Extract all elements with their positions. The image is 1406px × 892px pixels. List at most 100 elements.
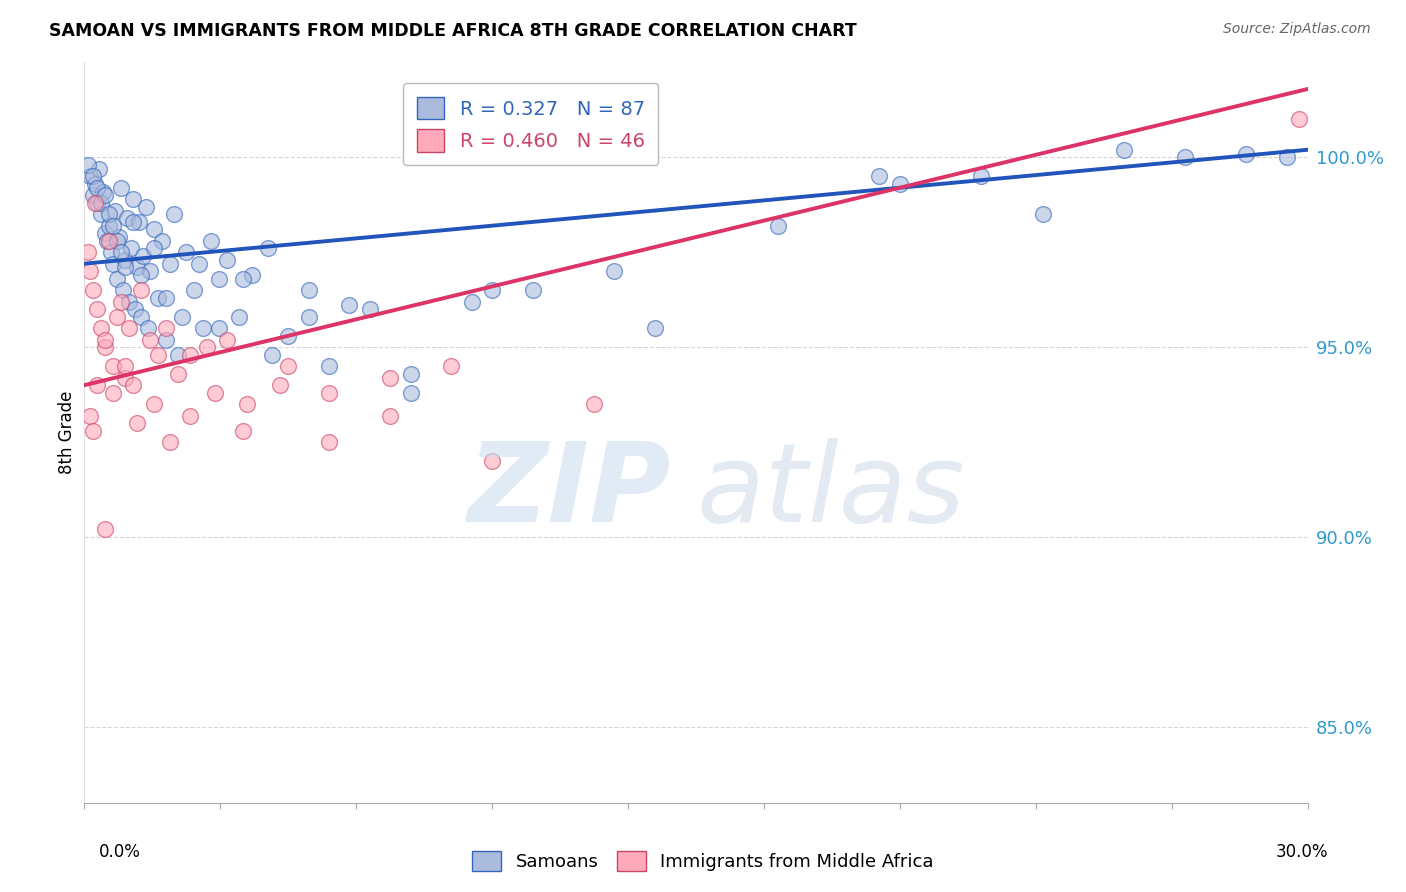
Point [114, 252, 136, 267]
Point [359, 302, 381, 317]
Point [131, 268, 153, 282]
Point [138, 333, 160, 347]
Point [101, 359, 124, 374]
Point [110, 294, 132, 309]
Point [131, 283, 153, 297]
Point [240, 268, 263, 282]
Point [118, 294, 141, 309]
Point [380, 370, 402, 384]
Point [1174, 150, 1197, 164]
Point [136, 321, 159, 335]
Point [93, 188, 115, 202]
Point [86, 195, 108, 210]
Point [399, 367, 422, 381]
Point [260, 348, 283, 362]
Point [195, 340, 218, 354]
Point [110, 245, 132, 260]
Point [232, 424, 254, 438]
Point [257, 242, 280, 256]
Point [132, 249, 155, 263]
Point [603, 264, 626, 278]
Point [318, 435, 340, 450]
Point [131, 310, 153, 324]
Point [142, 222, 165, 236]
Point [83, 177, 105, 191]
Point [298, 283, 321, 297]
Point [232, 272, 254, 286]
Point [127, 416, 149, 430]
Point [1277, 150, 1299, 164]
Legend: Samoans, Immigrants from Middle Africa: Samoans, Immigrants from Middle Africa [465, 844, 941, 879]
Point [118, 321, 141, 335]
Point [142, 242, 165, 256]
Point [82, 169, 104, 184]
Point [179, 409, 201, 423]
Point [112, 283, 135, 297]
Point [204, 385, 226, 400]
Point [90, 321, 112, 335]
Point [146, 291, 169, 305]
Point [97, 219, 120, 233]
Point [86, 302, 108, 317]
Point [124, 302, 146, 317]
Point [179, 348, 201, 362]
Text: 0.0%: 0.0% [98, 843, 141, 861]
Point [142, 397, 165, 411]
Point [399, 385, 422, 400]
Point [217, 252, 239, 267]
Point [228, 310, 250, 324]
Point [86, 180, 108, 194]
Point [522, 283, 544, 297]
Point [217, 333, 239, 347]
Point [644, 321, 666, 335]
Point [122, 215, 145, 229]
Point [114, 370, 136, 384]
Point [167, 367, 190, 381]
Point [110, 180, 132, 194]
Point [481, 454, 503, 468]
Point [208, 321, 231, 335]
Point [105, 272, 128, 286]
Point [150, 234, 173, 248]
Point [100, 245, 122, 260]
Point [1288, 112, 1310, 127]
Point [87, 161, 110, 176]
Point [83, 195, 105, 210]
Point [159, 257, 181, 271]
Point [318, 385, 340, 400]
Point [135, 200, 157, 214]
Point [155, 321, 177, 335]
Point [93, 340, 115, 354]
Point [93, 333, 115, 347]
Point [191, 321, 214, 335]
Point [120, 242, 142, 256]
Point [298, 310, 321, 324]
Point [269, 378, 291, 392]
Point [93, 523, 115, 537]
Point [155, 333, 177, 347]
Point [77, 245, 100, 260]
Y-axis label: 8th Grade: 8th Grade [58, 391, 76, 475]
Point [236, 397, 259, 411]
Point [1114, 143, 1136, 157]
Point [318, 359, 340, 374]
Point [86, 378, 108, 392]
Point [159, 435, 181, 450]
Point [114, 260, 136, 275]
Point [122, 192, 145, 206]
Point [167, 348, 190, 362]
Point [79, 169, 101, 184]
Point [90, 195, 112, 210]
Point [277, 328, 299, 343]
Point [339, 298, 361, 312]
Point [97, 207, 120, 221]
Point [101, 385, 124, 400]
Point [481, 283, 503, 297]
Point [96, 234, 118, 248]
Point [869, 169, 891, 184]
Text: SAMOAN VS IMMIGRANTS FROM MIDDLE AFRICA 8TH GRADE CORRELATION CHART: SAMOAN VS IMMIGRANTS FROM MIDDLE AFRICA … [49, 22, 858, 40]
Point [82, 424, 104, 438]
Text: ZIP: ZIP [468, 438, 672, 545]
Point [79, 264, 101, 278]
Point [105, 310, 128, 324]
